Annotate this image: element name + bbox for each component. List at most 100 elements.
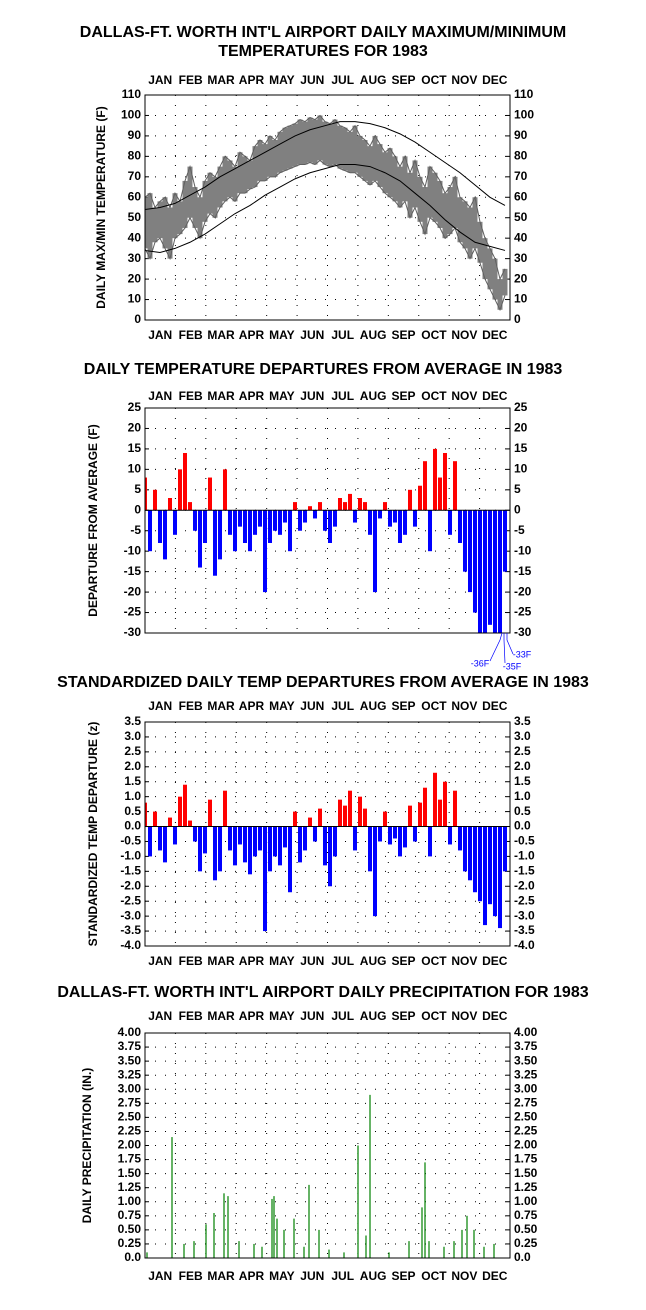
bar (348, 493, 352, 511)
month-label: JUL (331, 328, 354, 342)
daily-range (347, 131, 353, 173)
bar (428, 826, 432, 857)
bar (328, 826, 332, 887)
month-label: NOV (451, 699, 477, 713)
bar (478, 826, 482, 902)
month-label: JUL (331, 73, 354, 87)
bar (338, 498, 342, 511)
bar (178, 469, 182, 511)
month-label: AUG (360, 73, 387, 87)
daily-range (362, 140, 368, 181)
daily-range (172, 193, 178, 239)
bar (421, 1207, 423, 1258)
annotation: -35F (503, 661, 522, 671)
bar (443, 781, 447, 827)
bar (158, 510, 162, 543)
bar (193, 1241, 195, 1258)
daily-range (207, 172, 213, 214)
y-tick-label: 40 (128, 230, 142, 244)
month-label: MAY (269, 389, 295, 403)
daily-range (467, 207, 473, 259)
bar (223, 790, 227, 827)
bar (473, 510, 477, 613)
month-label: APR (239, 73, 265, 87)
y-tick-label: 0.50 (514, 1222, 538, 1236)
daily-range (372, 135, 378, 181)
bar (203, 826, 207, 854)
y-axis-label: DAILY MAX/MIN TEMPERATURE (F) (94, 106, 108, 308)
bar (145, 477, 147, 511)
bar (203, 510, 207, 543)
bar (473, 826, 477, 893)
bar (403, 510, 407, 535)
y-tick-label: 3.5 (514, 714, 531, 728)
month-label: JAN (148, 389, 172, 403)
bar (198, 510, 202, 568)
month-label: JUN (300, 1009, 324, 1023)
annotation: -33F (513, 649, 532, 659)
bar (363, 808, 367, 827)
bar (453, 790, 457, 827)
bar (188, 502, 192, 511)
bar (268, 826, 272, 872)
month-label: AUG (360, 1269, 387, 1283)
annotation-leader (489, 632, 503, 662)
y-tick-label: 1.0 (514, 789, 531, 803)
y-tick-label: 3.00 (118, 1081, 142, 1095)
bar (223, 1193, 225, 1258)
y-tick-label: 15 (514, 441, 528, 455)
month-label: JUL (331, 954, 354, 968)
y-axis-label: DEPARTURE FROM AVERAGE (F) (86, 424, 100, 616)
bar (227, 1196, 229, 1258)
month-label: APR (239, 389, 265, 403)
bar (388, 826, 392, 845)
y-tick-label: 2.5 (514, 744, 531, 758)
month-label: FEB (179, 1269, 203, 1283)
month-label: DEC (482, 954, 508, 968)
bar (418, 485, 422, 511)
daily-range (377, 144, 383, 188)
bar (261, 1246, 263, 1258)
daily-range (282, 127, 288, 171)
month-label: JUN (300, 699, 324, 713)
bar (238, 826, 242, 845)
month-label: SEP (392, 1009, 416, 1023)
month-label: JAN (148, 954, 172, 968)
daily-range (337, 125, 343, 169)
bar (278, 510, 282, 535)
y-tick-label: -10 (514, 543, 532, 557)
bar (258, 510, 262, 527)
month-label: NOV (451, 954, 477, 968)
bar (313, 826, 317, 842)
bar (248, 510, 252, 552)
month-label: MAR (207, 954, 235, 968)
plot-frame (144, 1032, 511, 1259)
bar (268, 510, 272, 543)
bar (483, 510, 487, 633)
y-tick-label: -30 (514, 625, 532, 639)
y-tick-label: 0.5 (514, 804, 531, 818)
y-tick-label: 20 (128, 271, 142, 285)
daily-range (487, 248, 493, 290)
annotation: -36F (471, 658, 490, 668)
y-tick-label: 100 (514, 108, 534, 122)
month-label: NOV (451, 1269, 477, 1283)
y-tick-label: 0.0 (124, 1250, 141, 1264)
bar (293, 1218, 295, 1258)
y-axis-label: STANDARDIZED TEMP DEPARTURE (z) (86, 722, 100, 947)
month-label: JAN (148, 1009, 172, 1023)
bar (153, 811, 157, 827)
y-tick-label: -20 (124, 584, 142, 598)
bar (308, 817, 312, 827)
y-tick-label: 80 (514, 149, 528, 163)
bar (283, 510, 287, 523)
daily-range (222, 156, 228, 202)
bar (323, 826, 327, 866)
y-tick-label: -3.5 (514, 923, 535, 937)
y-tick-label: 50 (514, 210, 528, 224)
bar (313, 510, 317, 519)
y-tick-label: 3.50 (118, 1053, 142, 1067)
bar (358, 796, 362, 827)
daily-min-line (145, 159, 506, 312)
